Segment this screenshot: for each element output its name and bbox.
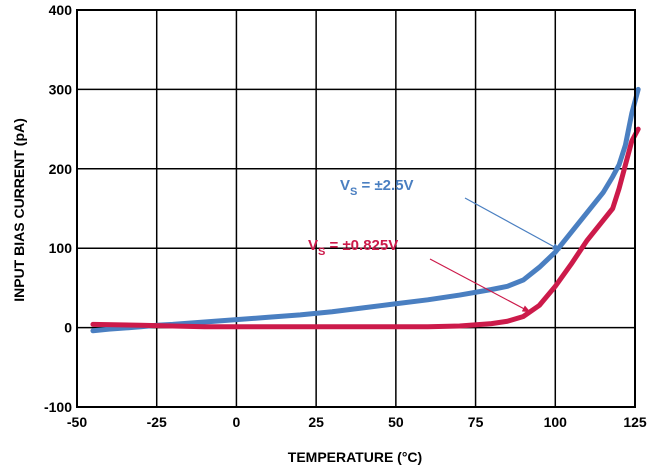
annotation-vs-0-825v: VS = ±0.825V [308,237,398,258]
plot-frame [76,9,636,408]
annotation-vs-2-5v: VS = ±2.5V [340,177,414,198]
x-axis-title: TEMPERATURE (°C) [288,449,422,465]
series-lines [90,86,641,334]
series-line-vs-2-5v [90,86,641,334]
y-tick-label: 0 [64,320,72,336]
y-axis-title: INPUT BIAS CURRENT (pA) [11,118,27,302]
annotation-arrow [429,258,531,313]
y-tick-label: 200 [49,161,73,177]
annotations: VS = ±2.5V VS = ±0.825V [308,177,561,313]
series-line-vs-0-825v [90,126,641,330]
x-tick-label: 125 [623,414,647,430]
x-tick-label: 50 [388,414,404,430]
x-tick-label: 100 [544,414,568,430]
y-tick-label: 400 [49,2,73,18]
x-tick-label: -50 [67,414,87,430]
y-tick-label: 300 [49,81,73,97]
x-tick-label: 25 [308,414,324,430]
x-tick-label: 75 [468,414,484,430]
y-tick-label: -100 [44,399,72,415]
x-tick-label: 0 [233,414,241,430]
tick-labels: -50 -25 0 25 50 75 100 125 400 300 200 100 0 -100 [44,2,647,430]
annotation-arrow [464,197,561,251]
chart-grid [76,9,636,408]
y-tick-label: 100 [49,240,73,256]
x-tick-label: -25 [147,414,167,430]
